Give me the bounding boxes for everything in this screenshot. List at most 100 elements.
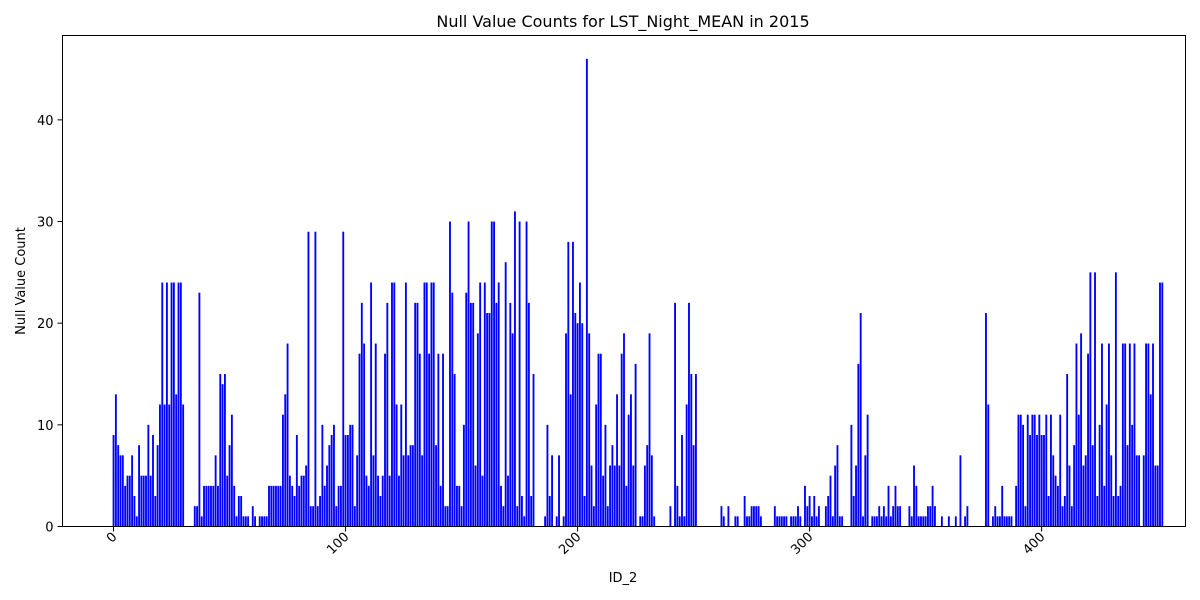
bar (351, 424, 354, 527)
bar (407, 455, 410, 527)
bar (488, 313, 491, 527)
bar (630, 394, 632, 527)
bar (119, 455, 122, 527)
bar (604, 424, 607, 527)
bar (880, 516, 883, 527)
bar (217, 485, 219, 527)
bar (595, 404, 598, 527)
bar (551, 455, 553, 527)
bar (353, 506, 356, 527)
bar (954, 516, 957, 527)
bar (917, 516, 920, 527)
bar (588, 333, 591, 527)
x-tick-label: 400 (1020, 530, 1048, 558)
bar (896, 506, 899, 527)
x-tick-label: 100 (324, 530, 352, 558)
bar (493, 221, 495, 527)
bar (307, 231, 310, 527)
bar (618, 465, 621, 527)
bar (606, 506, 609, 527)
bar (878, 506, 881, 527)
bar (736, 516, 739, 527)
bar (309, 506, 312, 527)
bar (759, 516, 762, 527)
bar (1094, 272, 1096, 527)
bar (1063, 496, 1066, 527)
bar (834, 465, 837, 527)
bar (474, 465, 477, 527)
bar (196, 506, 199, 527)
bar (432, 282, 435, 527)
bar (131, 455, 134, 527)
bar (871, 516, 874, 527)
bar (639, 516, 642, 527)
bar (1059, 414, 1062, 527)
bar (523, 516, 526, 527)
bar (237, 496, 240, 527)
bar (147, 424, 150, 527)
bar (344, 435, 347, 527)
bar (1117, 496, 1120, 527)
bar (439, 485, 442, 527)
bar (337, 485, 340, 527)
bar (1038, 414, 1041, 527)
bar (490, 221, 493, 527)
bar (1070, 506, 1073, 527)
bar (504, 262, 507, 527)
bar (200, 516, 203, 527)
bar (425, 282, 428, 527)
bar (889, 516, 892, 527)
bar (1121, 343, 1124, 527)
bar (511, 333, 514, 527)
bar (959, 455, 962, 527)
bar (1089, 272, 1092, 527)
bar (985, 313, 987, 527)
y-tick-label: 0 (45, 521, 53, 536)
bar (1054, 475, 1057, 527)
bar (479, 282, 482, 527)
bar (300, 475, 303, 527)
bar (333, 424, 335, 527)
bar (360, 302, 363, 527)
bar (623, 333, 625, 527)
bar (1040, 435, 1043, 527)
bar (1029, 435, 1031, 527)
bar (966, 506, 969, 527)
bar (335, 506, 338, 527)
bar (527, 302, 530, 527)
bar (1131, 424, 1134, 527)
bar (632, 465, 635, 527)
bar (831, 516, 834, 527)
x-axis-label: ID_2 (609, 571, 638, 586)
bar (1084, 455, 1087, 527)
bar (1045, 414, 1048, 527)
bar (933, 506, 936, 527)
bar (442, 353, 444, 527)
bar (435, 445, 437, 527)
bar (929, 506, 932, 527)
bar (785, 516, 788, 527)
bar (634, 363, 637, 527)
bar (578, 282, 581, 527)
bar (254, 516, 257, 527)
bar (374, 343, 377, 527)
bar (1001, 485, 1004, 527)
bar (451, 292, 454, 527)
plot-frame (62, 35, 1186, 527)
bar (806, 506, 809, 527)
bar (613, 465, 616, 527)
bar (855, 465, 857, 527)
bar (1091, 445, 1094, 527)
bar (838, 516, 841, 527)
bar (363, 343, 366, 527)
bar (212, 485, 215, 527)
bar (996, 516, 999, 527)
bar (1149, 394, 1152, 527)
bar (562, 516, 565, 527)
bar (323, 485, 326, 527)
bar (1103, 485, 1106, 527)
bar (1068, 465, 1071, 527)
bar (674, 302, 676, 527)
bar (780, 516, 783, 527)
